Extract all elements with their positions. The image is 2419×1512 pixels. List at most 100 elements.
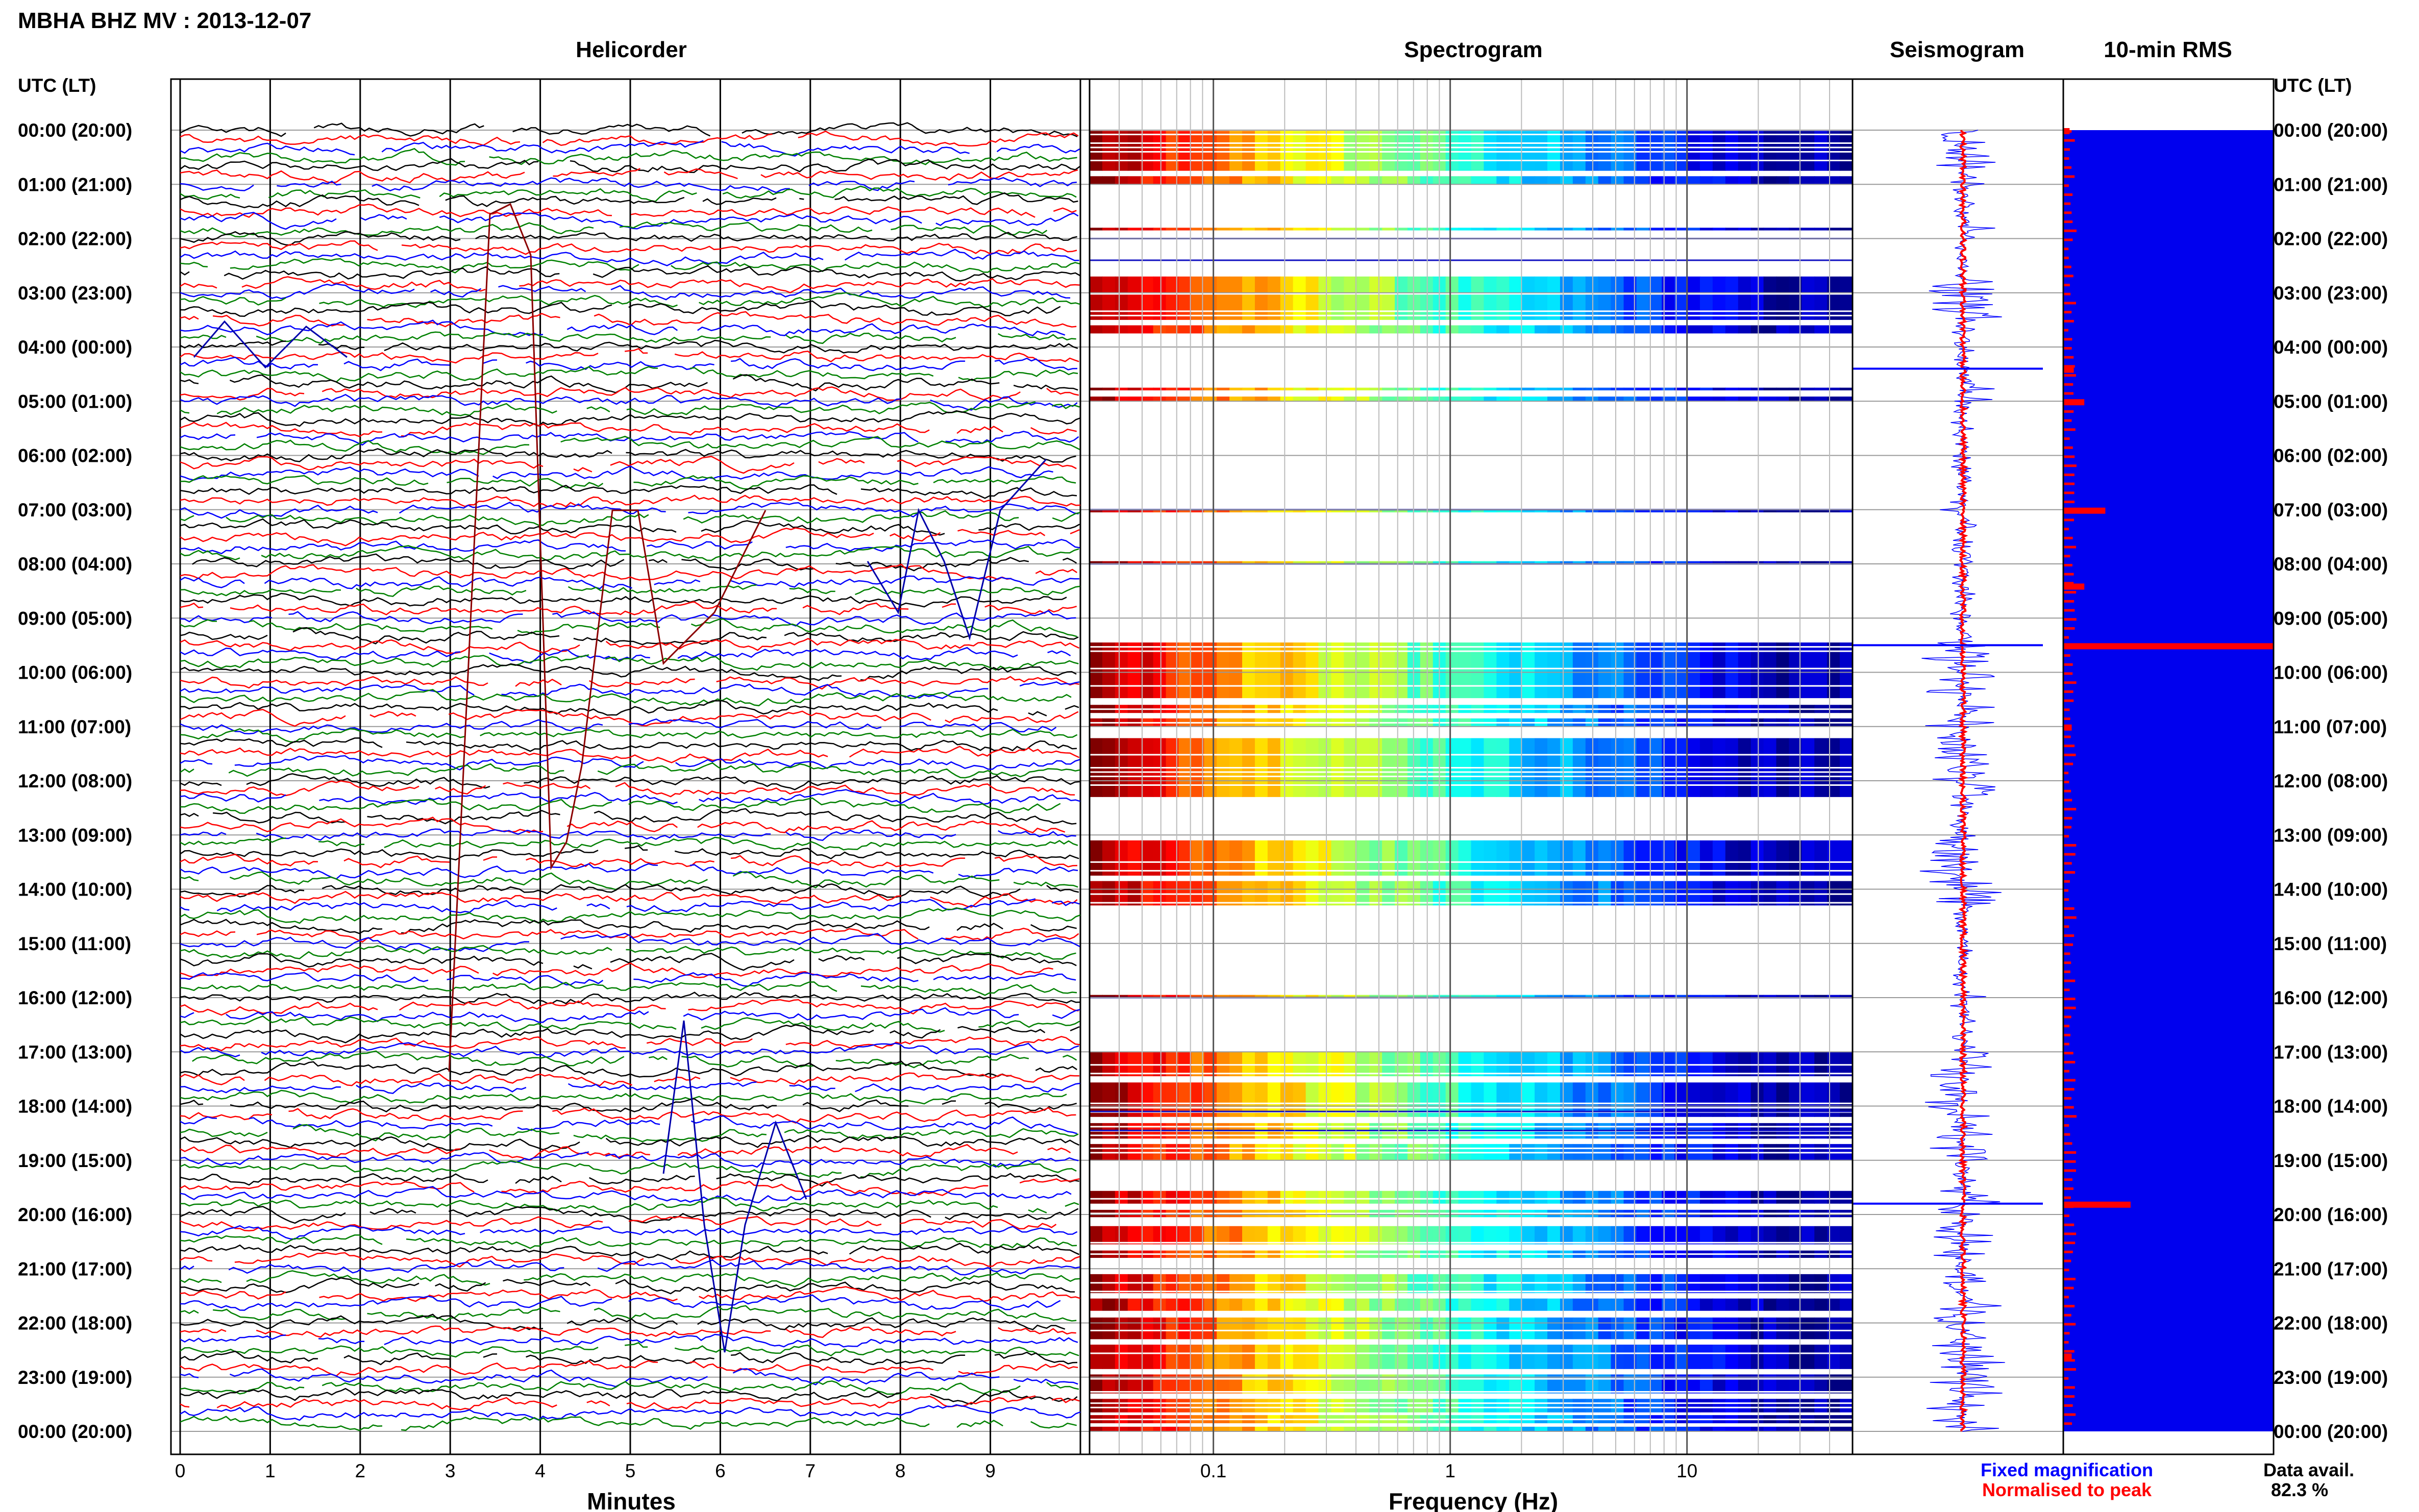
helicorder-trace — [180, 1270, 1080, 1287]
spectrogram-cell — [1445, 881, 1459, 906]
spectrogram-cell — [1458, 276, 1472, 320]
helicorder-trace — [180, 339, 1078, 354]
spectrogram-cell — [1840, 176, 1853, 185]
spectrogram-cell — [1445, 1426, 1459, 1431]
rms-bar — [2063, 1404, 2073, 1407]
time-label-left: 01:00 (21:00) — [18, 174, 132, 195]
spectrogram-cell — [1166, 395, 1179, 402]
spectrogram-cell — [1471, 395, 1485, 402]
spectrogram-cell — [1585, 881, 1599, 906]
spectrogram-cell — [1153, 228, 1167, 231]
spectrogram-cell — [1827, 176, 1841, 185]
helicorder-trace — [180, 192, 1078, 209]
spectrogram-segment — [1090, 1144, 1853, 1160]
spectrogram-cell — [1636, 176, 1650, 185]
spectrogram-cell — [1674, 130, 1688, 171]
spectrogram-segment — [1090, 325, 1853, 334]
spectrogram-cell — [1318, 1225, 1332, 1245]
spectrogram-cell — [1700, 325, 1713, 334]
spectrogram-cell — [1280, 395, 1294, 402]
spectrogram-cell — [1229, 881, 1243, 906]
spectrogram-cell — [1750, 387, 1764, 390]
rms-bar — [2063, 555, 2070, 558]
helicorder-trace — [180, 456, 1077, 474]
rms-bar — [2063, 302, 2076, 305]
spectrogram-cell — [1229, 276, 1243, 320]
rms-bar — [2063, 446, 2073, 449]
spectrogram-cell — [1750, 1426, 1764, 1431]
spectrogram-cell — [1763, 387, 1777, 390]
spectrogram-cell — [1776, 1225, 1790, 1245]
spectrogram-cell — [1560, 1225, 1573, 1245]
spectrogram-cell — [1115, 1399, 1128, 1412]
spectrogram-cell — [1674, 176, 1688, 185]
spectrogram-cell — [1229, 995, 1243, 998]
spectrogram-cell — [1649, 395, 1663, 402]
helicorder-trace — [180, 808, 1077, 825]
spectrogram-cell — [1776, 1298, 1790, 1312]
spectrogram-cell — [1115, 995, 1128, 998]
spectrogram-cell — [1750, 1225, 1764, 1245]
spectrogram-cell — [1217, 276, 1230, 320]
spectrogram-cell — [1827, 228, 1841, 231]
spectrogram-cell — [1445, 1190, 1459, 1204]
spectrogram-cell — [1217, 325, 1230, 334]
spectrogram-cell — [1242, 642, 1255, 700]
rms-bar — [2063, 1133, 2070, 1136]
spectrogram-cell — [1814, 995, 1828, 998]
time-label-left: 02:00 (22:00) — [18, 229, 132, 250]
spectrogram-cell — [1267, 881, 1281, 906]
spectrogram-cell — [1445, 1052, 1459, 1077]
spectrogram-cell — [1509, 1399, 1523, 1412]
spectrogram-cell — [1814, 395, 1828, 402]
spectrogram-cell — [1458, 395, 1472, 402]
spectrogram-cell — [1242, 561, 1255, 564]
spectrogram-cell — [1254, 228, 1268, 231]
rms-bar — [2063, 880, 2070, 883]
spectrogram-cell — [1331, 642, 1345, 700]
helicorder-trace — [180, 494, 1081, 508]
spectrogram-cell — [1382, 1399, 1395, 1412]
time-label-left: 03:00 (23:00) — [18, 283, 132, 304]
time-label-right: 15:00 (11:00) — [2274, 933, 2387, 954]
helicorder-trace — [180, 484, 1077, 499]
spectrogram-cell — [1127, 642, 1141, 700]
time-label-right: 14:00 (10:00) — [2274, 879, 2388, 900]
spectrogram-cell — [1712, 228, 1726, 231]
time-label-left: 14:00 (10:00) — [18, 879, 132, 900]
spectrogram-cell — [1547, 1317, 1561, 1340]
spectrogram-cell — [1471, 1345, 1485, 1369]
spectrogram-cell — [1636, 642, 1650, 700]
spectrogram-cell — [1395, 325, 1408, 334]
helicorder-trace — [180, 816, 1066, 833]
spectrogram-cell — [1344, 325, 1357, 334]
spectrogram-cell — [1382, 130, 1395, 171]
helicorder-trace — [180, 1380, 1079, 1395]
spectrogram-cell — [1700, 881, 1713, 906]
helicorder-trace — [180, 953, 1077, 971]
spectrogram-cell — [1217, 1399, 1230, 1412]
spectrogram-cell — [1280, 1052, 1294, 1077]
spectrogram-cell — [1127, 176, 1141, 185]
spectrogram-cell — [1598, 1052, 1612, 1077]
spectrogram-cell — [1738, 176, 1751, 185]
rms-bar — [2063, 1097, 2071, 1100]
spectrogram-cell — [1611, 387, 1624, 390]
spectrogram-cell — [1254, 1298, 1268, 1312]
spectrogram-cell — [1801, 1345, 1815, 1369]
spectrogram-cell — [1674, 1052, 1688, 1077]
spectrogram-segment — [1090, 276, 1853, 320]
spectrogram-segment — [1090, 387, 1853, 390]
helicorder-trace — [180, 627, 1079, 646]
spectrogram-cell — [1560, 1345, 1573, 1369]
spectrogram-cell — [1738, 509, 1751, 513]
rms-bar — [2063, 139, 2075, 142]
helicorder-trace — [180, 1333, 1078, 1348]
spectrogram-cell — [1254, 995, 1268, 998]
spectrogram-cell — [1331, 1225, 1345, 1245]
spectrogram-cell — [1445, 1399, 1459, 1412]
spectrogram-cell — [1738, 325, 1751, 334]
spectrogram-cell — [1700, 228, 1713, 231]
helicorder-trace — [180, 1259, 1080, 1276]
spectrogram-cell — [1102, 840, 1116, 876]
